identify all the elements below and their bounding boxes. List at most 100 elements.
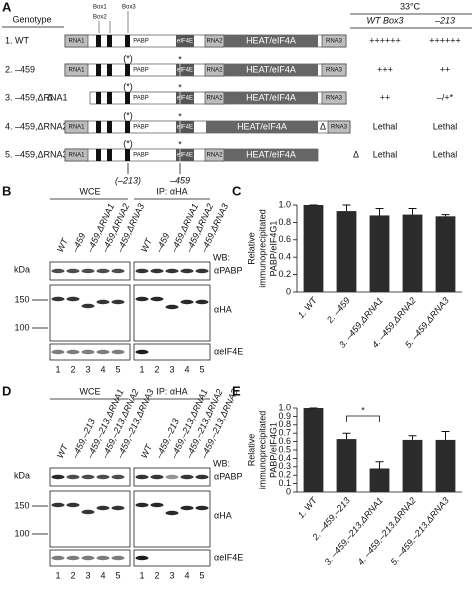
box-motif [107,64,112,76]
blot-band [81,555,95,561]
error-bar [441,214,450,217]
rna-domain [321,34,347,48]
y-tick-label: 0.7 [278,428,291,438]
phenotype: Lethal [373,149,398,159]
box-motif [107,35,112,47]
rna-domain [64,63,89,77]
rna-domain [64,34,89,48]
blot-band [66,474,80,480]
y-tick-label: 0.8 [278,419,291,429]
blot-band [81,303,95,309]
domain-label: eIF4E [177,68,193,74]
domain-label: HEAT/eIF4A [246,92,296,102]
domain-label: eIF4E [177,125,193,131]
domain-label: eIF4E [177,153,193,159]
mutation-mark: * [178,111,182,121]
mutation-mark: (*) [123,53,133,63]
domain-label: RNA2 [206,68,223,74]
phenotype: +++ [377,64,393,74]
blot-band [195,505,209,511]
domain-label: RNA1 [68,125,85,131]
mutation-mark: (*) [123,138,133,148]
lane-number: 3 [169,570,174,580]
blot-band [51,555,65,561]
lane-number: 2 [70,570,75,580]
genotype-label: 2. –459 [5,64,35,74]
blot-band [111,299,125,305]
panel-letter: D [2,383,11,398]
blot-label: kDa [14,264,30,274]
blot-band [96,268,110,274]
marker-label: 150 [14,294,29,304]
blot-frame [133,549,211,567]
eif4e-domain [176,35,194,47]
blot-band [135,349,149,355]
rna-domain [64,120,89,134]
error-bar [441,431,450,440]
domain-label: RNA2 [206,96,223,102]
blot-frame [133,284,211,342]
significance-bracket [346,415,380,422]
blot-frame [133,490,211,548]
y-tick-label: 0 [286,486,291,496]
domain-label: eIF4E [177,96,193,102]
genotype-label: 4. –459,ΔRNA2 [5,121,68,131]
box-motif [107,121,112,133]
error-bar [375,207,384,216]
bar [435,216,456,292]
phenotype: Lethal [373,121,398,131]
blot-band [180,505,194,511]
heat-domain [224,149,318,161]
rna-domain [321,63,347,77]
phenotype: Lethal [433,121,458,131]
box-motif [107,149,112,161]
blot-band [66,268,80,274]
lane-label: WT [139,442,155,460]
y-tick-label: 0.9 [278,411,291,421]
lane-label: WT [139,236,155,254]
box-motif [125,92,130,104]
box-label: Box3 [122,5,136,11]
antibody-label: αeIF4E [214,346,243,356]
phenotype: ++++++ [429,35,461,45]
blot-band [111,349,125,355]
lane-number: 3 [85,364,90,374]
y-tick-label: 0.8 [278,217,291,227]
box-motif [107,92,112,104]
blot-band [51,268,65,274]
box-motif [96,35,101,47]
blot-label: WB: [213,458,230,468]
deletion-mark: Δ [320,121,326,131]
box-motif [125,64,130,76]
blot-band [66,502,80,508]
blot-band [111,505,125,511]
mutation-mark: * [178,82,182,92]
y-tick-label: 0.3 [278,461,291,471]
genotype-label: 3. –459,ΔRNA1 [5,92,68,102]
lane-number: 5 [115,570,120,580]
blot-header: WCE [80,186,101,196]
blot-band [165,304,179,310]
domain-label: PABP [133,68,149,74]
blot-band [135,474,149,480]
box-motif [96,121,101,133]
bar [402,439,423,492]
error-bar [375,461,384,469]
rna-domain [327,120,351,134]
phenotype: ++++++ [369,35,401,45]
blot-band [51,296,65,302]
domain-label: PABP [133,153,149,159]
blot-band [66,555,80,561]
lane-number: 2 [154,570,159,580]
site-label: –459 [169,175,190,185]
blot-label: WB: [213,252,230,262]
blot-band [111,268,125,274]
blot-frame [133,343,211,361]
column-header: WT Box3 [366,15,403,25]
blot-band [66,349,80,355]
antibody-label: αeIF4E [214,552,243,562]
antibody-label: αHA [214,304,232,314]
heat-domain [206,121,318,133]
lane-number: 1 [139,364,144,374]
domain-label: HEAT/eIF4A [237,121,287,131]
